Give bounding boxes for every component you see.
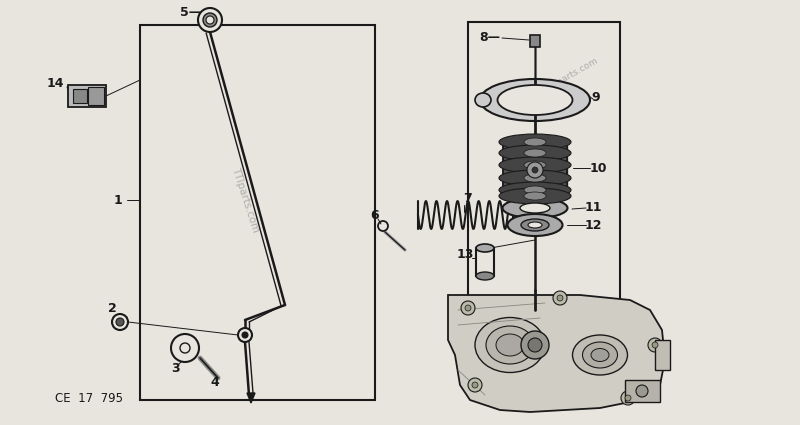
Ellipse shape bbox=[524, 138, 546, 146]
Circle shape bbox=[171, 334, 199, 362]
Text: 14: 14 bbox=[46, 76, 64, 90]
Ellipse shape bbox=[499, 188, 571, 204]
Ellipse shape bbox=[475, 317, 545, 372]
Text: TTlparts.com: TTlparts.com bbox=[230, 166, 260, 234]
Ellipse shape bbox=[521, 219, 549, 231]
Circle shape bbox=[180, 343, 190, 353]
Circle shape bbox=[203, 13, 217, 27]
Ellipse shape bbox=[486, 326, 534, 364]
Ellipse shape bbox=[498, 85, 573, 115]
Circle shape bbox=[557, 295, 563, 301]
Circle shape bbox=[652, 342, 658, 348]
Ellipse shape bbox=[499, 134, 571, 150]
Ellipse shape bbox=[524, 186, 546, 194]
Circle shape bbox=[528, 338, 542, 352]
Circle shape bbox=[116, 318, 124, 326]
Circle shape bbox=[553, 291, 567, 305]
Circle shape bbox=[206, 16, 214, 24]
Text: 7: 7 bbox=[462, 192, 471, 204]
Ellipse shape bbox=[524, 192, 546, 200]
Text: 13: 13 bbox=[456, 249, 474, 261]
Circle shape bbox=[198, 8, 222, 32]
Bar bbox=[73, 89, 87, 103]
Ellipse shape bbox=[476, 272, 494, 280]
Circle shape bbox=[112, 314, 128, 330]
Ellipse shape bbox=[496, 334, 524, 356]
Ellipse shape bbox=[502, 198, 567, 218]
Circle shape bbox=[461, 301, 475, 315]
Text: CE  17  795: CE 17 795 bbox=[55, 392, 123, 405]
Text: 8—: 8— bbox=[479, 31, 501, 43]
Circle shape bbox=[527, 162, 543, 178]
Text: 9: 9 bbox=[592, 91, 600, 104]
Ellipse shape bbox=[507, 214, 562, 236]
Text: 5—: 5— bbox=[181, 6, 202, 19]
Ellipse shape bbox=[499, 170, 571, 186]
Circle shape bbox=[465, 305, 471, 311]
Text: 4: 4 bbox=[210, 377, 219, 389]
Circle shape bbox=[625, 395, 631, 401]
Bar bbox=[655, 340, 670, 370]
Polygon shape bbox=[247, 393, 255, 403]
Text: 12: 12 bbox=[584, 218, 602, 232]
Ellipse shape bbox=[476, 244, 494, 252]
Ellipse shape bbox=[499, 157, 571, 173]
Ellipse shape bbox=[499, 182, 571, 198]
Bar bbox=[476, 248, 494, 276]
Bar bbox=[68, 85, 106, 107]
Bar bbox=[530, 35, 540, 47]
Text: 777parts.com: 777parts.com bbox=[541, 55, 599, 94]
Polygon shape bbox=[503, 145, 567, 195]
Circle shape bbox=[648, 338, 662, 352]
Circle shape bbox=[621, 391, 635, 405]
Circle shape bbox=[472, 382, 478, 388]
Circle shape bbox=[521, 331, 549, 359]
Bar bbox=[625, 380, 660, 402]
Polygon shape bbox=[448, 295, 665, 412]
Text: 1: 1 bbox=[114, 193, 122, 207]
Text: 10: 10 bbox=[590, 162, 606, 175]
Ellipse shape bbox=[573, 335, 627, 375]
Text: 6: 6 bbox=[370, 209, 379, 221]
Circle shape bbox=[242, 332, 248, 338]
Ellipse shape bbox=[582, 342, 618, 368]
Circle shape bbox=[532, 167, 538, 173]
Ellipse shape bbox=[524, 161, 546, 169]
Bar bbox=[88, 87, 104, 105]
Ellipse shape bbox=[524, 149, 546, 157]
Circle shape bbox=[468, 378, 482, 392]
Ellipse shape bbox=[528, 222, 542, 228]
Ellipse shape bbox=[520, 203, 550, 213]
Ellipse shape bbox=[499, 145, 571, 161]
Ellipse shape bbox=[591, 348, 609, 362]
Circle shape bbox=[238, 328, 252, 342]
Ellipse shape bbox=[480, 79, 590, 121]
Ellipse shape bbox=[475, 93, 491, 107]
Text: 2: 2 bbox=[108, 303, 116, 315]
Text: 3: 3 bbox=[170, 363, 179, 376]
Text: 11: 11 bbox=[584, 201, 602, 213]
Circle shape bbox=[636, 385, 648, 397]
Bar bbox=[140, 25, 375, 400]
Ellipse shape bbox=[524, 174, 546, 182]
Bar bbox=[468, 22, 620, 328]
